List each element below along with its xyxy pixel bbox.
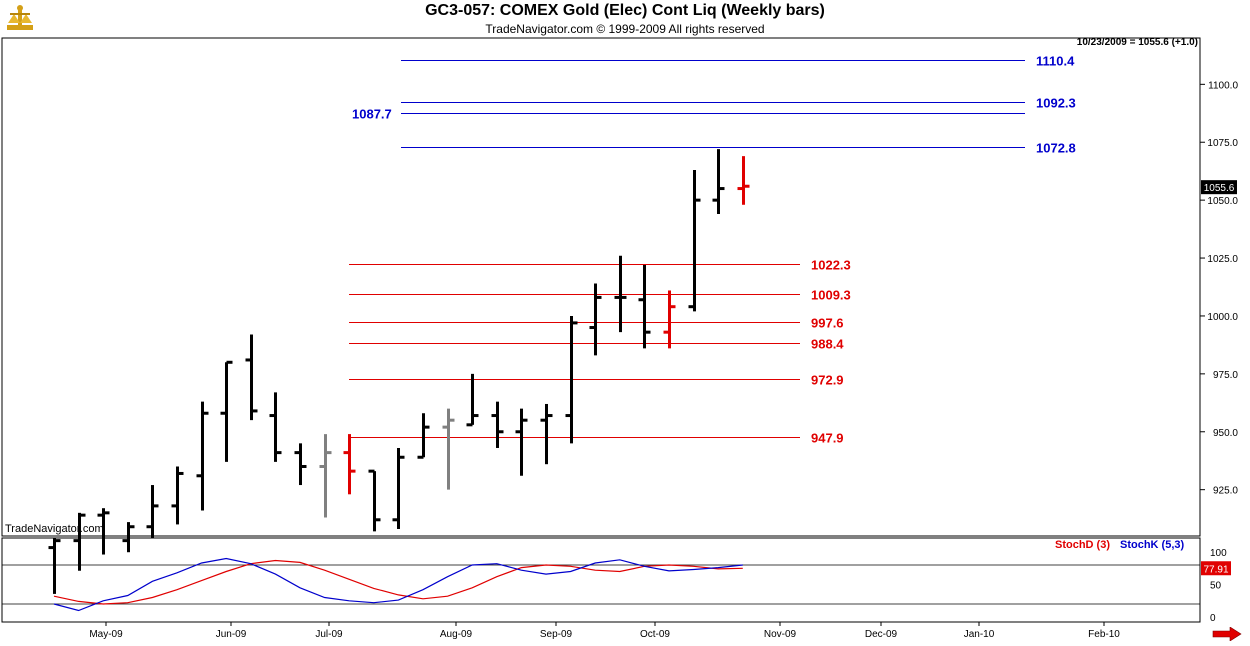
- x-tick-label: Sep-09: [540, 629, 573, 640]
- y-tick-label: 925.0: [1213, 486, 1238, 497]
- watermark: TradeNavigator.com: [5, 523, 104, 535]
- ohlc-bar: [122, 522, 135, 553]
- x-tick-label: Aug-09: [440, 629, 473, 640]
- legend-stochk: StochK (5,3): [1120, 539, 1185, 551]
- y-tick-label: 1025.0: [1207, 254, 1238, 265]
- ohlc-bar: [368, 469, 381, 532]
- ohlc-bar: [343, 434, 356, 495]
- ohlc-bar: [196, 401, 209, 511]
- series-line: [53, 557, 743, 612]
- x-tick-label: Nov-09: [764, 629, 797, 640]
- ohlc-bar: [638, 264, 651, 349]
- ohlc-bar: [589, 283, 602, 356]
- ohlc-bar: [688, 170, 701, 312]
- last-price-box: [1201, 180, 1237, 195]
- osc-tick-label: 50: [1210, 581, 1222, 592]
- level-label: 1110.4: [1036, 54, 1075, 69]
- ohlc-bar: [392, 447, 405, 530]
- chart-subtitle: TradeNavigator.com © 1999-2009 All right…: [485, 22, 765, 36]
- level-label: 1092.3: [1036, 96, 1076, 111]
- level-label: 947.9: [811, 431, 844, 446]
- level-label: 988.4: [811, 337, 844, 352]
- y-tick-label: 1000.0: [1207, 312, 1238, 323]
- level-label: 1022.3: [811, 258, 851, 273]
- ohlc-bar: [712, 149, 725, 215]
- ohlc-bar: [269, 392, 282, 462]
- osc-last-value-label: 77.91: [1203, 564, 1228, 575]
- level-label: 1072.8: [1036, 141, 1076, 156]
- ohlc-bar: [540, 403, 553, 465]
- y-tick-label: 1100.0: [1208, 80, 1238, 91]
- ohlc-bar: [171, 466, 184, 525]
- level-label: 1087.7: [352, 107, 392, 122]
- ohlc-bar: [663, 290, 676, 349]
- level-label: 997.6: [811, 316, 844, 331]
- ohlc-bar: [319, 434, 332, 518]
- ohlc-bar: [417, 413, 430, 459]
- ohlc-bar: [466, 373, 479, 427]
- oscillator-pane-border: [1, 537, 1201, 623]
- x-tick-label: Jun-09: [216, 629, 247, 640]
- series-line: [53, 559, 743, 605]
- ohlc-bar: [515, 408, 528, 476]
- y-tick-label: 1050.0: [1207, 196, 1238, 207]
- x-tick-label: Oct-09: [640, 629, 670, 640]
- ohlc-bar: [73, 512, 86, 571]
- ohlc-bar: [491, 401, 504, 448]
- price-pane-border: [1, 37, 1201, 537]
- x-tick-label: Dec-09: [865, 629, 898, 640]
- osc-tick-label: 0: [1210, 613, 1216, 624]
- y-tick-label: 975.0: [1213, 370, 1238, 381]
- ohlc-bar: [614, 255, 627, 333]
- level-label: 972.9: [811, 373, 844, 388]
- last-price-label: 1055.6: [1204, 183, 1235, 194]
- ohlc-bar: [565, 315, 578, 444]
- y-tick-label: 950.0: [1213, 428, 1238, 439]
- level-label: 1009.3: [811, 288, 851, 303]
- ohlc-bar: [737, 156, 750, 205]
- trade-navigator-logo-icon: [4, 3, 36, 38]
- scroll-right-arrow-icon[interactable]: [1212, 626, 1242, 646]
- osc-last-value-box: [1201, 561, 1231, 576]
- ohlc-bar: [146, 485, 159, 539]
- chart-title: GC3-057: COMEX Gold (Elec) Cont Liq (Wee…: [425, 2, 825, 19]
- ohlc-bar: [442, 408, 455, 490]
- ohlc-bar: [97, 508, 110, 555]
- y-tick-label: 1075.0: [1207, 138, 1238, 149]
- x-tick-label: Jul-09: [315, 629, 343, 640]
- ohlc-bar: [220, 360, 233, 462]
- ohlc-bar: [48, 538, 61, 594]
- x-tick-label: Feb-10: [1088, 629, 1120, 640]
- last-quote: 10/23/2009 = 1055.6 (+1.0): [1076, 37, 1198, 48]
- x-tick-label: Jan-10: [964, 629, 995, 640]
- x-tick-label: May-09: [89, 629, 123, 640]
- legend-stochd: StochD (3): [1055, 539, 1110, 551]
- osc-tick-label: 100: [1210, 548, 1227, 559]
- ohlc-bar: [294, 443, 307, 486]
- ohlc-bar: [245, 334, 258, 421]
